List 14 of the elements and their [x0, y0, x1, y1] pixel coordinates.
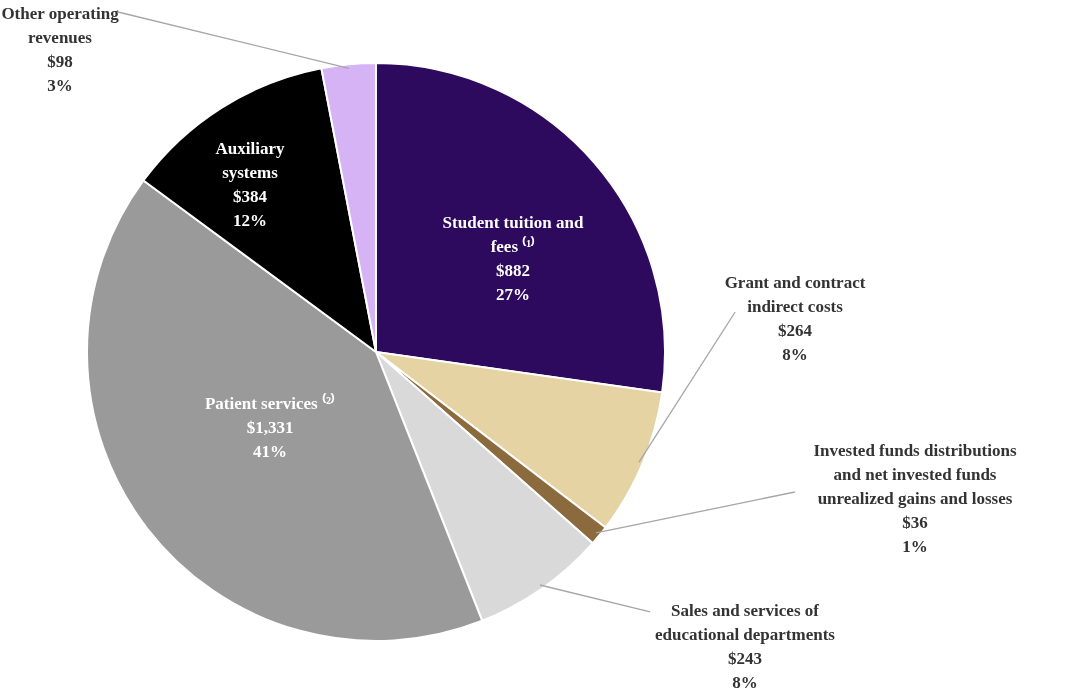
- data-label: $384 12%: [233, 187, 268, 231]
- slice-label: Sales and services of educational departments: [655, 601, 836, 645]
- slice-label: Auxiliary systems: [215, 139, 285, 183]
- slice-label: Patient services ⁽²⁾: [204, 393, 336, 414]
- data-label: $1,331 41%: [246, 418, 294, 462]
- slice-label: Student tuition and fees ⁽¹⁾: [442, 213, 584, 257]
- slice-label: Grant and contract indirect costs: [724, 273, 866, 317]
- data-label: $264 8%: [778, 321, 813, 365]
- data-label: $882 27%: [496, 261, 530, 305]
- data-label: $36 1%: [902, 513, 928, 557]
- data-label: $98 3%: [47, 52, 73, 96]
- slice-label: Invested funds distributions and net invested funds unrealized gains and losses: [813, 441, 1017, 509]
- data-label: $243 8%: [728, 649, 762, 693]
- slice-label: Other operating revenues: [1, 4, 120, 48]
